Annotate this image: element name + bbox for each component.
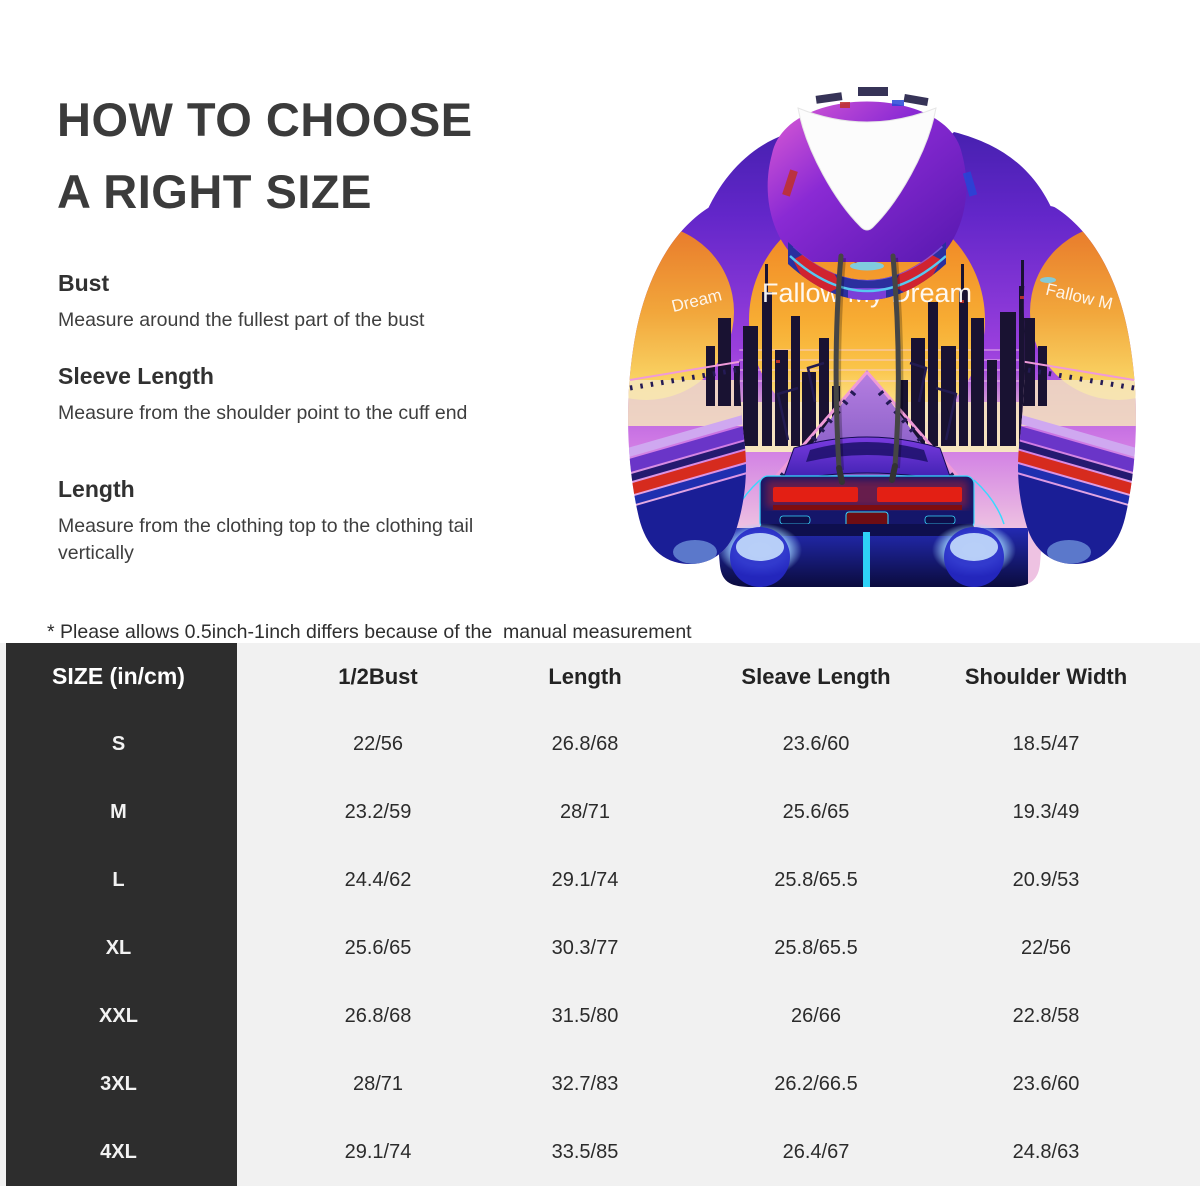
page-title-line1: HOW TO CHOOSE — [57, 93, 473, 146]
size-table-grid: SIZE (in/cm) 1/2Bust Length Sleave Lengt… — [0, 643, 1200, 1186]
value-length: 33.5/85 — [551, 1140, 619, 1163]
hood — [767, 87, 978, 485]
value-shoulder-width: 24.8/63 — [1012, 1140, 1080, 1163]
sleeve-stripes-right — [1018, 409, 1136, 565]
section-length-title: Length — [58, 476, 135, 502]
value-shoulder-width: 20.9/53 — [1012, 869, 1080, 892]
road-center-stripe — [863, 532, 870, 587]
value-half-bust: 26.8/68 — [344, 1004, 412, 1027]
size-column-background — [6, 643, 237, 1186]
header-sleeve-length: Sleave Length — [741, 663, 891, 689]
header-shoulder-width: Shoulder Width — [964, 663, 1128, 689]
section-sleeve-length: Sleeve Length Measure from the shoulder … — [58, 363, 538, 427]
value-shoulder-width: 22.8/58 — [1012, 1004, 1080, 1027]
section-bust: Bust Measure around the fullest part of … — [58, 270, 538, 334]
value-length: 30.3/77 — [551, 936, 619, 959]
drawstrings — [833, 253, 904, 485]
value-sleeve-length: 23.6/60 — [782, 733, 850, 756]
header-length: Length — [548, 663, 622, 689]
tail-light-right — [877, 487, 962, 502]
value-sleeve-length: 25.8/65.5 — [774, 936, 858, 959]
page-title-line2: A RIGHT SIZE — [57, 165, 372, 218]
guardrails — [758, 371, 976, 502]
value-shoulder-width: 22/56 — [1020, 936, 1072, 959]
value-half-bust: 29.1/74 — [344, 1140, 412, 1163]
section-sleeve-title: Sleeve Length — [58, 363, 214, 389]
value-sleeve-length: 26.4/67 — [782, 1140, 850, 1163]
hood-print-marks — [782, 87, 978, 197]
value-shoulder-width: 19.3/49 — [1012, 801, 1080, 824]
size-label: S — [111, 733, 126, 756]
section-bust-title: Bust — [58, 270, 110, 296]
value-length: 29.1/74 — [551, 869, 619, 892]
hood-lining — [797, 107, 937, 231]
value-shoulder-width: 18.5/47 — [1012, 733, 1080, 756]
size-label: L — [112, 869, 125, 892]
size-label: 3XL — [100, 1072, 137, 1095]
size-label: XXL — [99, 1004, 138, 1027]
retro-car — [718, 436, 1016, 587]
header-half-bust: 1/2Bust — [338, 663, 418, 689]
size-label: M — [110, 801, 127, 824]
value-length: 26.8/68 — [551, 733, 619, 756]
sleeve-stripes-left — [628, 409, 746, 565]
section-length: Length Measure from the clothing top to … — [58, 476, 538, 567]
value-half-bust: 22/56 — [352, 733, 404, 756]
value-length: 31.5/80 — [551, 1004, 619, 1027]
drawstring-left — [833, 253, 844, 471]
drawstring-right — [890, 253, 901, 469]
value-half-bust: 24.4/62 — [344, 869, 412, 892]
value-shoulder-width: 23.6/60 — [1012, 1072, 1080, 1095]
value-sleeve-length: 25.8/65.5 — [774, 869, 858, 892]
value-half-bust: 23.2/59 — [344, 801, 412, 824]
value-length: 28/71 — [559, 801, 611, 824]
light-poles — [776, 361, 958, 441]
header-size: SIZE (in/cm) — [52, 663, 185, 690]
hoodie-product-image: Fallow My Dream Dream — [628, 87, 1136, 587]
value-half-bust: 25.6/65 — [344, 936, 412, 959]
skyline-red-accents — [776, 296, 1024, 363]
section-sleeve-description: Measure from the shoulder point to the c… — [58, 402, 468, 424]
size-label: XL — [105, 936, 132, 959]
section-length-description: Measure from the clothing top to the clo… — [58, 515, 474, 564]
value-sleeve-length: 25.6/65 — [782, 801, 850, 824]
size-table: SIZE (in/cm) 1/2Bust Length Sleave Lengt… — [0, 643, 1200, 1186]
tail-light-left — [773, 487, 858, 502]
value-half-bust: 28/71 — [352, 1072, 404, 1095]
value-sleeve-length: 26.2/66.5 — [774, 1072, 858, 1095]
measurement-note: * Please allows 0.5inch-1inch differs be… — [47, 620, 692, 643]
value-length: 32.7/83 — [551, 1072, 619, 1095]
section-bust-description: Measure around the fullest part of the b… — [58, 309, 425, 331]
page-title: HOW TO CHOOSE A RIGHT SIZE — [57, 84, 473, 228]
size-label: 4XL — [100, 1140, 137, 1163]
value-sleeve-length: 26/66 — [790, 1004, 842, 1027]
